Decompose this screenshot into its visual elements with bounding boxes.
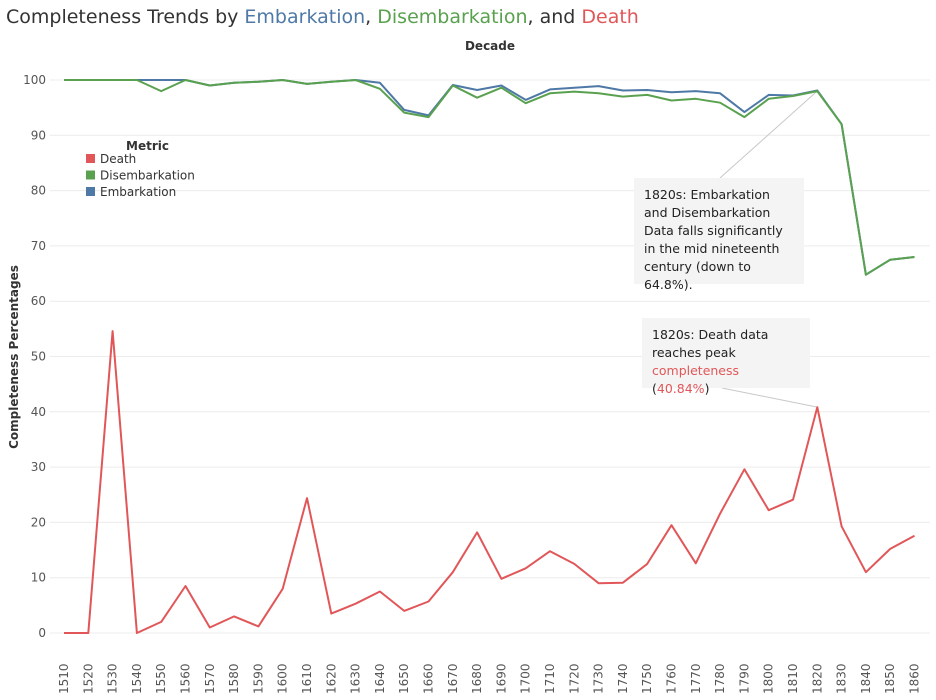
x-tick-label: 1670 bbox=[446, 663, 460, 694]
x-tick-label: 1580 bbox=[227, 663, 241, 694]
x-tick-label: 1510 bbox=[57, 663, 71, 694]
legend[interactable]: Metric Death Disembarkation Embarkation bbox=[86, 139, 195, 199]
x-tick-label: 1530 bbox=[106, 663, 120, 694]
legend-swatch-embarkation bbox=[86, 187, 95, 196]
annotation-leader-death bbox=[721, 387, 818, 408]
x-tick-label: 1620 bbox=[324, 663, 338, 694]
annotation-leaders bbox=[719, 90, 818, 408]
x-tick-label: 1860 bbox=[908, 663, 922, 694]
y-tick-label: 60 bbox=[31, 294, 46, 308]
annotation-death-highlight: completeness bbox=[652, 363, 740, 378]
x-tick-label: 1820 bbox=[810, 663, 824, 694]
annotation-embarkation-text: 1820s: Embarkation and Disembarkation Da… bbox=[644, 187, 783, 292]
annotation-death-peak: 1820s: Death data reaches peak completen… bbox=[642, 318, 810, 396]
x-tick-label: 1730 bbox=[592, 663, 606, 694]
y-tick-label: 50 bbox=[31, 350, 46, 364]
x-tick-label: 1540 bbox=[130, 663, 144, 694]
chart-title: Completeness Trends by Embarkation, Dise… bbox=[6, 6, 639, 28]
x-tick-label: 1840 bbox=[859, 663, 873, 694]
series-lines bbox=[64, 79, 915, 634]
x-tick-label: 1660 bbox=[422, 663, 436, 694]
y-tick-label: 100 bbox=[23, 73, 46, 87]
series-line-death bbox=[64, 330, 915, 634]
x-tick-label: 1600 bbox=[276, 663, 290, 694]
annotation-leader-embarkation bbox=[719, 90, 818, 179]
x-tick-label: 1740 bbox=[616, 663, 630, 694]
y-tick-label: 70 bbox=[31, 239, 46, 253]
title-disembarkation: Disembarkation bbox=[377, 6, 528, 28]
x-tick-label: 1560 bbox=[179, 663, 193, 694]
x-tick-label: 1800 bbox=[762, 663, 776, 694]
x-tick-label: 1760 bbox=[665, 663, 679, 694]
x-tick-label: 1790 bbox=[737, 663, 751, 694]
title-embarkation: Embarkation bbox=[244, 6, 366, 28]
legend-label-embarkation: Embarkation bbox=[100, 185, 176, 199]
y-tick-label: 0 bbox=[38, 626, 46, 640]
y-tick-label: 30 bbox=[31, 460, 46, 474]
title-death: Death bbox=[581, 6, 639, 28]
x-tick-label: 1550 bbox=[154, 663, 168, 694]
x-tick-label: 1630 bbox=[349, 663, 363, 694]
title-sep2: , and bbox=[527, 6, 582, 28]
x-tick-label: 1810 bbox=[786, 663, 800, 694]
series-line-disembarkation bbox=[64, 79, 915, 276]
x-tick-label: 1590 bbox=[251, 663, 265, 694]
x-tick-label: 1830 bbox=[835, 663, 849, 694]
legend-label-death: Death bbox=[100, 152, 136, 166]
annotation-death-text: 1820s: Death data reaches peak bbox=[652, 327, 769, 360]
y-axis: 0 10 20 30 40 50 60 70 80 90 100 bbox=[23, 73, 46, 640]
x-tick-label: 1610 bbox=[300, 663, 314, 694]
annotation-death-paren-open: ( bbox=[652, 381, 657, 396]
x-tick-label: 1850 bbox=[883, 663, 897, 694]
y-tick-label: 10 bbox=[31, 571, 46, 585]
x-tick-label: 1640 bbox=[373, 663, 387, 694]
legend-label-disembarkation: Disembarkation bbox=[100, 169, 195, 183]
y-tick-label: 90 bbox=[31, 128, 46, 142]
x-tick-label: 1770 bbox=[689, 663, 703, 694]
x-tick-label: 1520 bbox=[81, 663, 95, 694]
y-axis-title: Completeness Percentages bbox=[7, 265, 21, 449]
title-sep1: , bbox=[365, 6, 378, 28]
annotation-embarkation-drop: 1820s: Embarkation and Disembarkation Da… bbox=[634, 178, 804, 292]
legend-title: Metric bbox=[126, 139, 169, 153]
x-tick-label: 1650 bbox=[397, 663, 411, 694]
title-prefix: Completeness Trends by bbox=[6, 6, 245, 28]
x-axis-title: Decade bbox=[465, 39, 515, 53]
annotation-death-value: 40.84% bbox=[656, 381, 705, 396]
x-tick-label: 1570 bbox=[203, 663, 217, 694]
x-tick-label: 1680 bbox=[470, 663, 484, 694]
x-tick-label: 1710 bbox=[543, 663, 557, 694]
x-tick-label: 1690 bbox=[494, 663, 508, 694]
legend-swatch-death bbox=[86, 154, 95, 163]
x-tick-label: 1750 bbox=[640, 663, 654, 694]
x-axis: 1510 1520 1530 1540 1550 1560 1570 1580 1590 1600… bbox=[57, 663, 922, 694]
annotation-death-paren-close: ) bbox=[704, 381, 710, 396]
x-tick-label: 1700 bbox=[519, 663, 533, 694]
x-tick-label: 1780 bbox=[713, 663, 727, 694]
legend-swatch-disembarkation bbox=[86, 170, 95, 180]
y-tick-label: 20 bbox=[31, 515, 46, 529]
x-tick-label: 1720 bbox=[567, 663, 581, 694]
y-tick-label: 80 bbox=[31, 184, 46, 198]
y-tick-label: 40 bbox=[31, 405, 46, 419]
